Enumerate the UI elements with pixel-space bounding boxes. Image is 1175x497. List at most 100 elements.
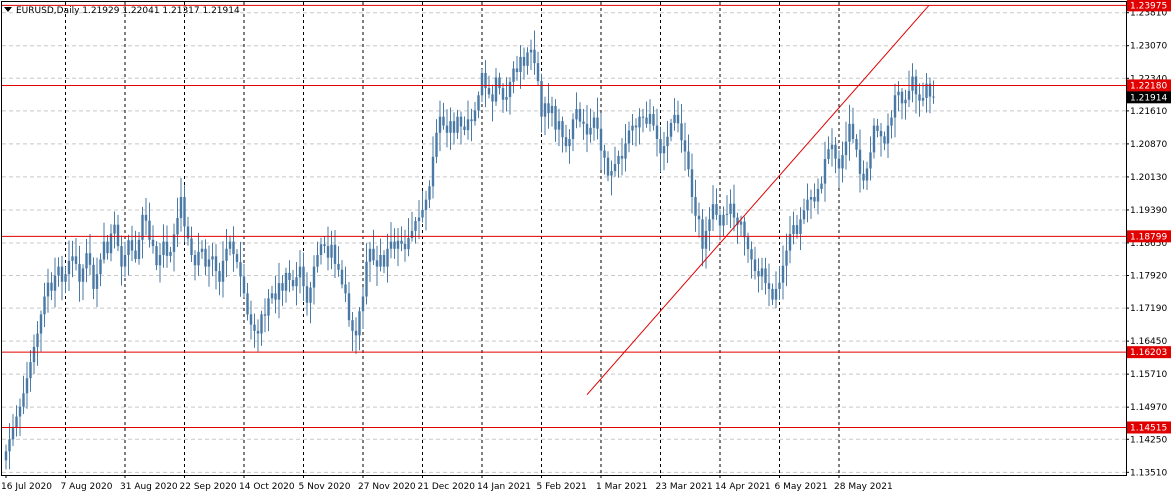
level-price-tag xyxy=(1127,79,1171,92)
candle-body xyxy=(253,324,256,331)
candle-body xyxy=(291,279,295,287)
y-tick-label: 1.14250 xyxy=(1130,435,1167,445)
candle-body xyxy=(267,298,270,316)
candle-body xyxy=(155,246,158,266)
candle-body xyxy=(690,169,694,198)
candle-body xyxy=(816,188,820,202)
candle-body xyxy=(669,122,673,137)
y-tick-label: 1.17920 xyxy=(1130,272,1167,282)
candle-body xyxy=(372,248,375,261)
candle-body xyxy=(879,130,883,137)
y-tick-label: 1.20870 xyxy=(1130,140,1167,150)
candle-body xyxy=(827,149,830,160)
candle-body xyxy=(858,149,862,174)
candle-body xyxy=(288,272,291,280)
candle-body xyxy=(169,251,172,256)
candle-body xyxy=(491,94,494,102)
trendline[interactable] xyxy=(586,5,930,396)
y-tick-label: 1.18650 xyxy=(1130,239,1167,249)
candle-body xyxy=(414,221,417,231)
candle-body xyxy=(883,136,886,144)
price-axis[interactable]: 1.23810 1.23070 1.22340 1.21610 1.20870 1.201… xyxy=(1126,9,1167,479)
candle-body xyxy=(316,255,319,267)
candles xyxy=(4,30,935,470)
candle-body xyxy=(197,251,200,266)
triangle-down-icon[interactable] xyxy=(4,7,12,12)
candle-body xyxy=(578,109,582,122)
candle-body xyxy=(4,451,8,461)
y-tick-label: 1.15710 xyxy=(1130,370,1167,380)
candle-body xyxy=(106,241,109,254)
y-tick-label: 1.17190 xyxy=(1130,304,1167,314)
candle-body xyxy=(736,217,739,225)
x-tick-label: 16 Jul 2020 xyxy=(1,482,52,492)
candle-body xyxy=(561,121,564,138)
candle-body xyxy=(137,239,141,260)
candle-body xyxy=(379,255,382,267)
candle-body xyxy=(498,77,501,89)
candle-body xyxy=(400,240,403,244)
candle-body xyxy=(732,203,736,218)
candle-body xyxy=(382,255,386,267)
x-tick-label: 5 Nov 2020 xyxy=(299,482,351,492)
candle-body xyxy=(116,224,120,247)
candle-body xyxy=(862,173,865,181)
level-price-tag xyxy=(1127,421,1171,434)
x-tick-label: 22 Sep 2020 xyxy=(180,482,237,492)
candle-body xyxy=(337,263,340,270)
candle-body xyxy=(438,116,442,133)
candle-body xyxy=(347,293,351,321)
candle-body xyxy=(676,114,680,124)
candle-body xyxy=(221,260,225,282)
candle-body xyxy=(893,95,897,118)
candle-body xyxy=(95,274,99,289)
candle-body xyxy=(928,83,932,97)
candle-body xyxy=(452,121,456,133)
level-price-tag xyxy=(1127,230,1171,243)
support-resistance-levels[interactable] xyxy=(2,4,1126,428)
x-tick-label: 5 Feb 2021 xyxy=(537,482,587,492)
candle-body xyxy=(806,199,809,211)
candle-body xyxy=(214,256,218,272)
candle-body xyxy=(550,105,554,114)
candle-body xyxy=(25,378,29,394)
candle-body xyxy=(134,250,137,260)
candle-body xyxy=(841,155,844,169)
level-price-label: 1.18799 xyxy=(1130,232,1167,242)
candle-body xyxy=(330,244,333,258)
candle-body xyxy=(760,268,764,277)
candle-body xyxy=(211,256,214,260)
x-tick-label: 28 May 2021 xyxy=(834,482,893,492)
candle-body xyxy=(603,150,606,158)
candle-body xyxy=(487,88,491,95)
candle-body xyxy=(750,249,753,260)
candle-body xyxy=(505,97,508,100)
candle-body xyxy=(834,144,837,159)
candle-body xyxy=(764,268,767,284)
candle-body xyxy=(543,103,547,117)
y-tick-label: 1.20130 xyxy=(1130,173,1167,183)
candle-body xyxy=(64,274,67,282)
candle-body xyxy=(435,132,438,157)
time-axis[interactable]: 16 Jul 2020 7 Aug 2020 31 Aug 2020 22 Sep 2… xyxy=(1,475,893,492)
candle-body xyxy=(67,260,71,275)
candle-body xyxy=(46,282,50,297)
candle-body xyxy=(442,116,445,126)
candle-body xyxy=(788,234,792,251)
candle-body xyxy=(36,333,39,347)
symbol-ohlc-label: EURUSD,Daily 1.21929 1.22041 1.21317 1.2… xyxy=(16,6,240,16)
candle-body xyxy=(340,269,344,285)
candle-body xyxy=(890,117,893,126)
y-tick-label: 1.23070 xyxy=(1130,42,1167,52)
candle-body xyxy=(813,197,816,202)
candle-body xyxy=(865,168,869,181)
candle-body xyxy=(445,125,449,133)
candle-body xyxy=(508,81,512,98)
candle-body xyxy=(162,241,165,256)
candle-body xyxy=(193,255,197,266)
plot-border xyxy=(1,1,1127,476)
x-tick-label: 23 Mar 2021 xyxy=(656,482,713,492)
x-tick-label: 1 Mar 2021 xyxy=(596,482,647,492)
